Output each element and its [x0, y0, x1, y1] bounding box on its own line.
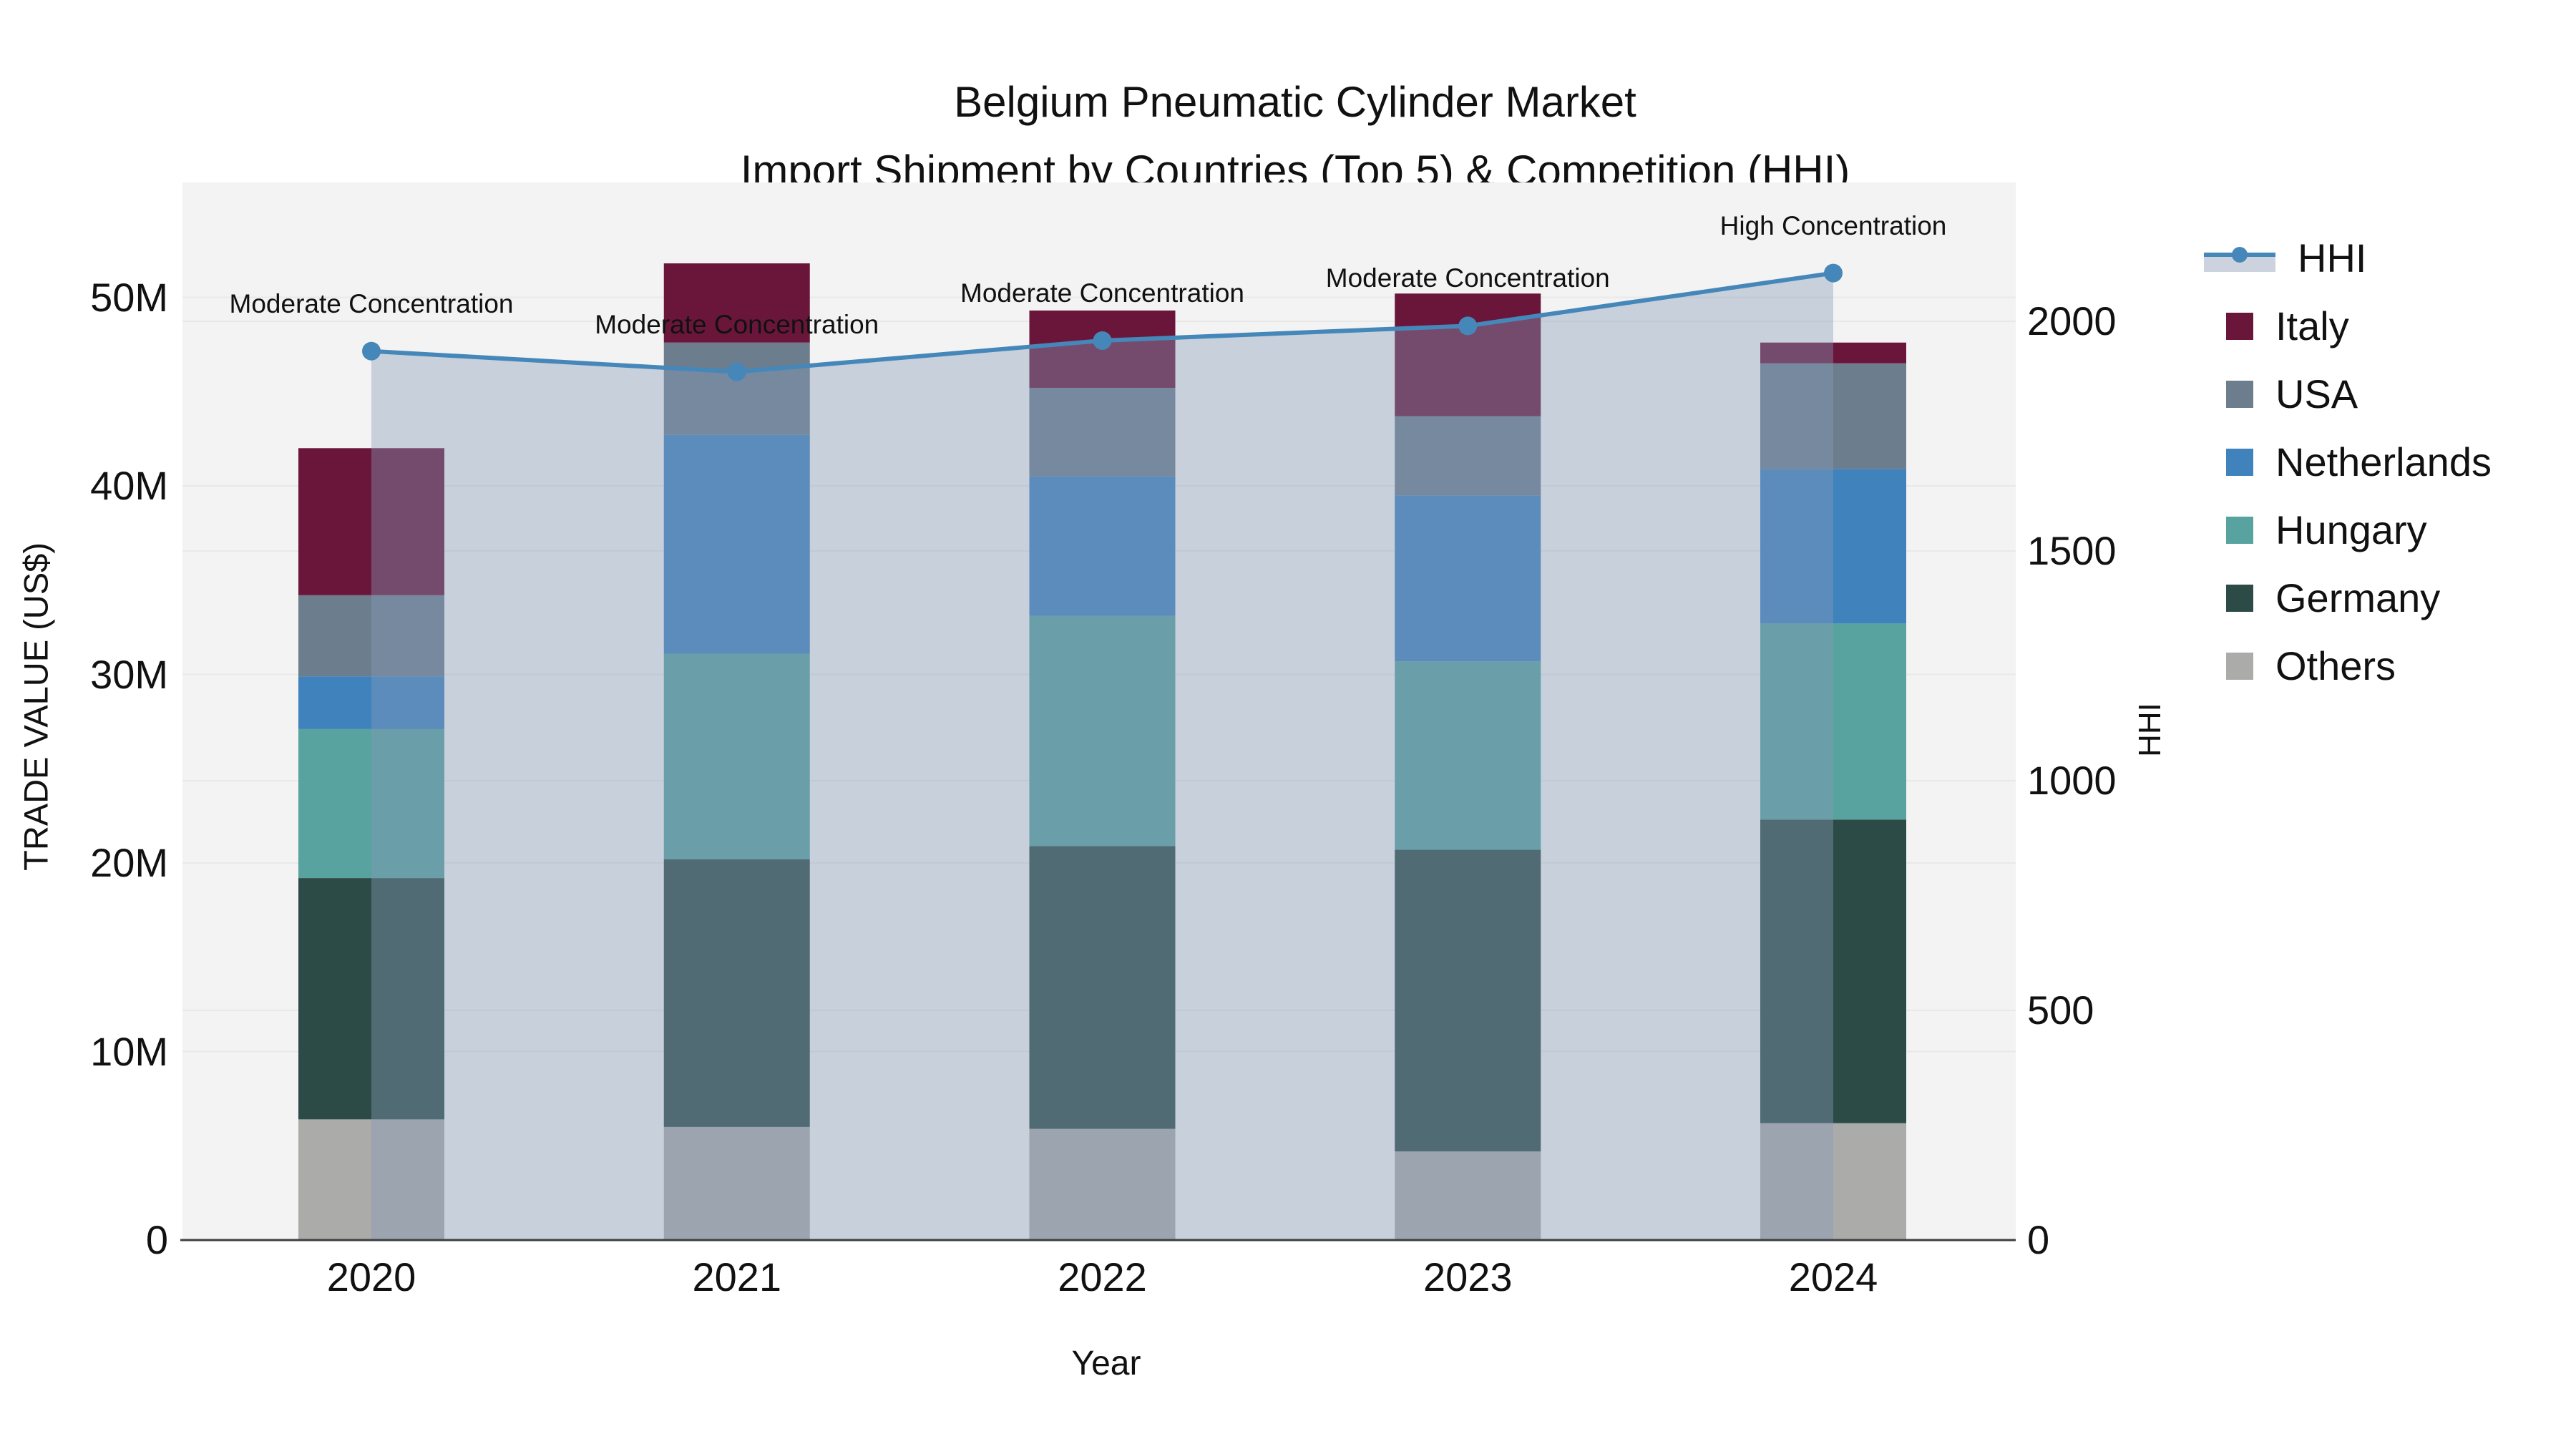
bar-segment-hungary-2022 — [1029, 615, 1176, 847]
bar-segment-usa-2023 — [1395, 416, 1541, 496]
y-right-tick-1500: 1500 — [2027, 528, 2117, 573]
hhi-marker-2022 — [1093, 331, 1112, 350]
y-right-tick-1000: 1000 — [2027, 758, 2117, 803]
hhi-marker-2023 — [1458, 316, 1478, 336]
legend-item-others[interactable]: Others — [2204, 645, 2492, 686]
bar-segment-italy-2024 — [1760, 342, 1906, 364]
bar-segment-netherlands-2024 — [1760, 469, 1906, 624]
bar-segment-hungary-2020 — [298, 728, 444, 879]
legend-label: Hungary — [2275, 507, 2427, 552]
y-axis-left-title: TRADE VALUE (US$) — [16, 542, 55, 871]
bar-segment-hungary-2024 — [1760, 623, 1906, 820]
y-left-tick-10M: 10M — [90, 1028, 168, 1074]
annotation-2021: Moderate Concentration — [595, 309, 879, 339]
annotation-2023: Moderate Concentration — [1325, 263, 1610, 293]
y-left-tick-30M: 30M — [90, 651, 168, 697]
legend-item-hhi[interactable]: HHI — [2204, 238, 2492, 278]
bar-segment-netherlands-2022 — [1029, 476, 1176, 616]
bar-segment-germany-2024 — [1760, 819, 1906, 1123]
bar-segment-others-2022 — [1029, 1128, 1176, 1240]
y-left-tick-0: 0 — [145, 1217, 168, 1262]
legend-swatch-icon — [2226, 652, 2253, 680]
bar-segment-others-2024 — [1760, 1123, 1906, 1240]
legend-label: Netherlands — [2275, 439, 2492, 484]
annotation-2020: Moderate Concentration — [229, 288, 514, 318]
annotation-2022: Moderate Concentration — [960, 278, 1244, 308]
annotation-2024: High Concentration — [1719, 210, 1947, 240]
bar-segment-netherlands-2021 — [663, 434, 810, 654]
legend-label: Germany — [2275, 575, 2441, 620]
bar-segment-germany-2022 — [1029, 846, 1176, 1129]
hhi-marker-2020 — [362, 341, 381, 361]
legend-label: Others — [2275, 643, 2396, 688]
legend: HHI Italy USA Netherlands Hungary Germany Othe… — [2204, 238, 2492, 686]
hhi-marker-2024 — [1824, 263, 1843, 283]
bar-segment-others-2021 — [663, 1126, 810, 1240]
bar-segment-usa-2022 — [1029, 387, 1176, 477]
y-right-tick-500: 500 — [2027, 987, 2094, 1033]
x-tick-2022: 2022 — [1058, 1254, 1147, 1299]
bar-segment-usa-2020 — [298, 595, 444, 677]
x-tick-2024: 2024 — [1788, 1254, 1878, 1299]
y-right-tick-0: 0 — [2027, 1217, 2050, 1262]
bar-segment-germany-2021 — [663, 859, 810, 1127]
bar-segment-italy-2020 — [298, 448, 444, 595]
bar-segment-usa-2024 — [1760, 363, 1906, 469]
hhi-marker-2021 — [727, 362, 746, 381]
y-left-tick-50M: 50M — [90, 274, 168, 320]
legend-swatch-icon — [2226, 448, 2253, 476]
bar-segment-italy-2023 — [1395, 293, 1541, 416]
legend-swatch-icon — [2226, 516, 2253, 544]
legend-item-italy[interactable]: Italy — [2204, 306, 2492, 346]
bar-segment-usa-2021 — [663, 342, 810, 435]
legend-swatch-icon — [2226, 312, 2253, 340]
x-tick-2020: 2020 — [326, 1254, 416, 1299]
y-left-tick-40M: 40M — [90, 463, 168, 508]
x-tick-2021: 2021 — [692, 1254, 782, 1299]
legend-item-germany[interactable]: Germany — [2204, 577, 2492, 618]
legend-item-netherlands[interactable]: Netherlands — [2204, 441, 2492, 482]
x-tick-2023: 2023 — [1423, 1254, 1513, 1299]
legend-item-usa[interactable]: USA — [2204, 374, 2492, 414]
bar-segment-italy-2021 — [663, 263, 810, 343]
legend-swatch-icon — [2226, 380, 2253, 408]
bar-segment-others-2023 — [1395, 1151, 1541, 1240]
legend-item-hungary[interactable]: Hungary — [2204, 509, 2492, 550]
legend-label: HHI — [2298, 235, 2367, 280]
bar-segment-germany-2020 — [298, 878, 444, 1120]
bar-segment-others-2020 — [298, 1119, 444, 1240]
legend-label: Italy — [2275, 303, 2349, 348]
bar-segment-netherlands-2020 — [298, 676, 444, 729]
legend-swatch-icon — [2226, 584, 2253, 612]
y-left-tick-20M: 20M — [90, 840, 168, 885]
bar-segment-hungary-2023 — [1395, 661, 1541, 850]
hhi-line-sample-icon — [2204, 246, 2275, 272]
x-axis-title: Year — [1071, 1345, 1141, 1382]
bar-segment-hungary-2021 — [663, 653, 810, 859]
y-right-tick-2000: 2000 — [2027, 298, 2117, 343]
bar-segment-netherlands-2023 — [1395, 495, 1541, 662]
legend-label: USA — [2275, 371, 2358, 416]
chart-title-line1: Belgium Pneumatic Cylinder Market — [954, 78, 1636, 126]
y-axis-right-title: HHI — [2132, 703, 2167, 757]
hhi-fill-area — [371, 273, 1833, 1241]
bar-segment-germany-2023 — [1395, 849, 1541, 1152]
